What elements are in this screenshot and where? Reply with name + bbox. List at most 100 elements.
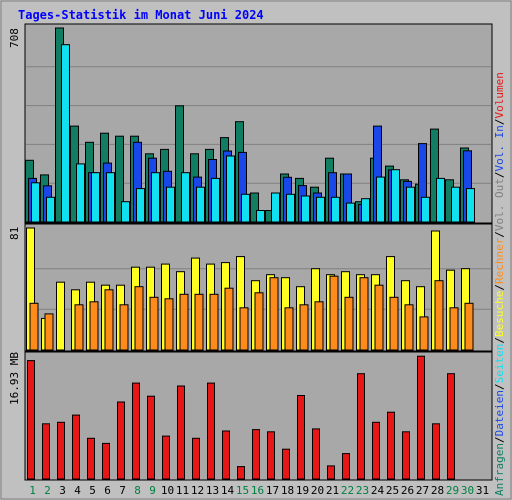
bar-seiten — [61, 44, 70, 223]
bar-seiten — [391, 169, 400, 223]
bar-anfragen — [250, 192, 259, 223]
bar-seiten — [46, 196, 55, 223]
day-label: 8 — [134, 484, 141, 497]
bar-rechner — [434, 280, 444, 351]
legend-part: / — [493, 231, 506, 238]
bar-volumen — [177, 385, 185, 480]
bar-volumen — [237, 466, 245, 480]
bar-volumen — [402, 431, 410, 480]
bar-volumen — [267, 431, 275, 480]
bar-volumen — [297, 395, 305, 480]
day-label: 5 — [89, 484, 96, 497]
bar-rechner — [149, 296, 159, 351]
bar-volumen — [222, 430, 230, 480]
bar-rechner — [209, 293, 219, 351]
day-label: 29 — [446, 484, 459, 497]
bar-rechner — [224, 287, 234, 351]
legend-part: Vol. Out — [493, 178, 506, 231]
bar-seiten — [106, 172, 115, 223]
bar-seiten — [376, 176, 385, 223]
bar-volumen — [417, 355, 425, 480]
bar-volumen — [252, 429, 260, 480]
day-label: 17 — [266, 484, 279, 497]
day-label: 14 — [221, 484, 235, 497]
bar-rechner — [329, 275, 339, 351]
day-label: 31 — [476, 484, 489, 497]
day-label: 27 — [416, 484, 429, 497]
bar-rechner — [419, 316, 429, 351]
bar-rechner — [374, 284, 384, 351]
right-legend: Anfragen/Dateien/Seiten/Besuche/Rechner/… — [493, 72, 506, 496]
bar-seiten — [91, 172, 100, 223]
bar-volumen — [192, 437, 200, 480]
bar-volumen — [132, 382, 140, 480]
bar-volumen — [282, 448, 290, 480]
bar-rechner — [284, 307, 294, 351]
legend-part: Volumen — [493, 72, 506, 118]
day-label: 16 — [251, 484, 264, 497]
bar-seiten — [301, 195, 310, 223]
y-axis-max-label-top: 708 — [8, 28, 21, 48]
day-label: 20 — [311, 484, 324, 497]
day-label: 24 — [371, 484, 385, 497]
day-label: 22 — [341, 484, 354, 497]
bar-rechner — [194, 293, 204, 351]
bar-anfragen — [115, 135, 124, 223]
bar-seiten — [346, 202, 355, 223]
day-label: 1 — [29, 484, 36, 497]
legend-part: Dateien — [493, 390, 506, 436]
bar-seiten — [121, 201, 130, 223]
bar-rechner — [404, 304, 414, 351]
day-label: 9 — [149, 484, 156, 497]
bar-rechner — [359, 277, 369, 351]
bar-seiten — [241, 193, 250, 223]
bar-rechner — [89, 301, 99, 351]
legend-part: Besuche — [493, 291, 506, 337]
legend-part: / — [493, 118, 506, 125]
legend-part: / — [493, 171, 506, 178]
bar-volumen — [117, 401, 125, 480]
bar-volumen — [27, 360, 35, 480]
day-label: 4 — [74, 484, 81, 497]
day-label: 21 — [326, 484, 339, 497]
bar-volumen — [372, 421, 380, 480]
bar-rechner — [344, 296, 354, 351]
bar-seiten — [136, 188, 145, 223]
bar-volumen — [42, 423, 50, 480]
bar-rechner — [239, 307, 249, 351]
bar-seiten — [196, 186, 205, 223]
bar-rechner — [179, 293, 189, 351]
legend-part: / — [493, 436, 506, 443]
legend-part: Rechner — [493, 237, 506, 284]
bar-anfragen — [430, 128, 439, 223]
bar-seiten — [211, 177, 220, 223]
bar-seiten — [466, 188, 475, 223]
bar-volumen — [72, 414, 80, 480]
bar-rechner — [104, 289, 114, 351]
bar-seiten — [271, 192, 280, 223]
bar-seiten — [256, 210, 265, 223]
bar-volumen — [327, 465, 335, 480]
day-label: 10 — [161, 484, 174, 497]
bar-volumen — [357, 373, 365, 480]
bar-seiten — [331, 196, 340, 223]
day-label: 23 — [356, 484, 369, 497]
bar-seiten — [361, 198, 370, 223]
bar-besuche — [56, 281, 65, 351]
bar-rechner — [29, 302, 39, 351]
day-label: 26 — [401, 484, 414, 497]
day-label: 7 — [119, 484, 126, 497]
day-label: 30 — [461, 484, 474, 497]
chart-title: Tages-Statistik im Monat Juni 2024 — [18, 8, 264, 22]
bar-seiten — [181, 172, 190, 223]
bar-rechner — [134, 286, 144, 351]
legend-part: Anfragen — [493, 443, 506, 496]
bar-rechner — [389, 296, 399, 351]
bar-seiten — [76, 163, 85, 223]
x-axis-day-labels: 1 2 3 4 5 6 7 8 9 10 11 12 13 14 15 16 17 18 19 20 21 22 23 24 2… — [29, 484, 489, 497]
bar-volumen — [102, 442, 110, 480]
bar-seiten — [286, 193, 295, 223]
legend-part: Seiten — [493, 344, 506, 384]
bar-volumen — [342, 453, 350, 480]
bar-volumen — [447, 373, 455, 480]
